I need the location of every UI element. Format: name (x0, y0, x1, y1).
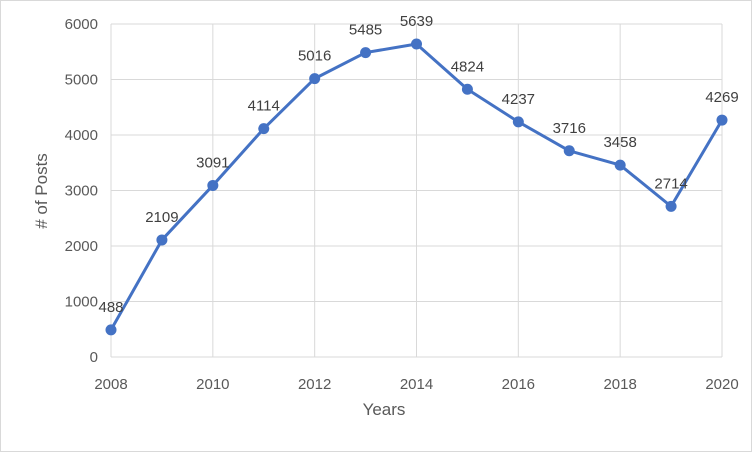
data-point (258, 123, 270, 135)
data-label: 2714 (654, 175, 687, 192)
data-label: 4269 (705, 89, 738, 106)
data-label: 4237 (502, 91, 535, 108)
x-tick-label: 2020 (705, 376, 738, 393)
data-point (105, 324, 117, 336)
x-tick-label: 2008 (94, 376, 127, 393)
data-point (207, 179, 219, 191)
data-label: 5485 (349, 22, 382, 39)
data-label: 3716 (553, 120, 586, 137)
data-label: 3458 (603, 134, 636, 151)
data-labels: 488 2109 3091 4114 5016 5485 5639 4824 4237 3716 3… (98, 13, 738, 316)
y-tick-label: 0 (90, 349, 98, 366)
data-point (563, 145, 575, 157)
data-label: 3091 (196, 154, 229, 171)
x-tick-label: 2016 (502, 376, 535, 393)
y-tick-label: 5000 (65, 72, 98, 89)
gridlines (110, 23, 723, 358)
y-tick-label: 2000 (65, 238, 98, 255)
data-point (716, 114, 728, 126)
y-tick-label: 4000 (65, 127, 98, 144)
data-point (665, 200, 677, 212)
data-label: 4114 (248, 98, 280, 115)
data-label: 488 (98, 299, 123, 316)
data-point (614, 159, 626, 171)
y-axis-title: # of Posts (32, 153, 51, 229)
x-tick-label: 2014 (400, 376, 433, 393)
x-tick-label: 2012 (298, 376, 331, 393)
data-point (360, 47, 372, 59)
y-tick-label: 6000 (65, 16, 98, 33)
y-tick-label: 3000 (65, 183, 98, 200)
data-point (156, 234, 168, 246)
data-points (105, 38, 728, 336)
x-tick-label: 2018 (603, 376, 636, 393)
data-point (411, 38, 422, 50)
x-axis-ticks: 2008 2010 2012 2014 2016 2018 2020 (94, 376, 738, 393)
data-point (461, 83, 473, 95)
data-label: 2109 (145, 209, 178, 226)
y-axis-ticks: 0 1000 2000 3000 4000 5000 6000 (65, 16, 98, 366)
data-label: 5016 (298, 48, 331, 65)
x-axis-title: Years (363, 400, 406, 419)
data-point (309, 73, 321, 85)
data-label: 4824 (451, 58, 484, 75)
x-tick-label: 2010 (196, 376, 229, 393)
y-tick-label: 1000 (65, 294, 98, 311)
data-label: 5639 (400, 13, 433, 30)
data-point (512, 116, 524, 128)
